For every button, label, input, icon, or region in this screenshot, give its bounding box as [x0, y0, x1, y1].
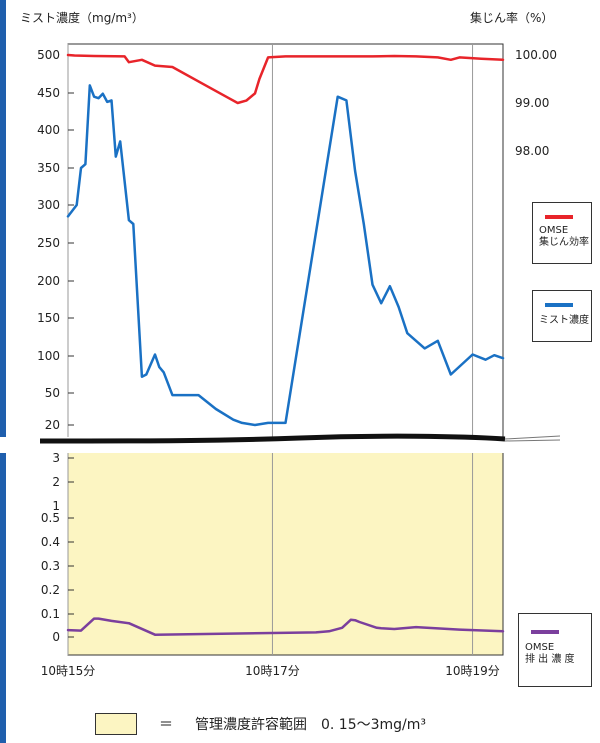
band-swatch [95, 713, 137, 735]
series-mist-line [66, 84, 505, 427]
upper-tick-label: 200 [37, 274, 60, 288]
lower-tick-label: 0.2 [41, 583, 60, 597]
upper-tick-label: 20 [45, 418, 60, 432]
x-tick-label: 10時19分 [445, 664, 500, 678]
lower-tick-label: 0.3 [41, 559, 60, 573]
lower-tick-label: 0.5 [41, 511, 60, 525]
upper-tick-label: 300 [37, 198, 60, 212]
band-area [68, 452, 503, 655]
upper-tick-label: 350 [37, 161, 60, 175]
right-tick-label: 98.00 [515, 144, 549, 158]
axis-break-band-thick [39, 433, 506, 444]
bottom-legend-text: 管理濃度許容範囲 0. 15〜3mg/m³ [195, 717, 427, 733]
bottom-legend-eq: ＝ [159, 717, 173, 733]
series-efficiency-line [66, 53, 505, 105]
legend-emission-label: OMSE 排 出 濃 度 [525, 642, 575, 665]
upper-tick-label: 50 [45, 386, 60, 400]
lower-tick-label: 1 [52, 499, 60, 513]
legend-emission-line [531, 630, 559, 634]
legend-mist: ミスト濃度 [532, 290, 592, 342]
upper-tick-label: 450 [37, 86, 60, 100]
y-axis-title-right: 集じん率（%） [470, 10, 553, 25]
right-tick-label: 99.00 [515, 96, 549, 110]
lower-tick-label: 0 [52, 630, 60, 644]
x-tick-label: 10時17分 [245, 664, 300, 678]
upper-tick-label: 250 [37, 236, 60, 250]
upper-tick-label: 150 [37, 311, 60, 325]
lower-tick-label: 0.1 [41, 607, 60, 621]
bottom-legend: ＝ 管理濃度許容範囲 0. 15〜3mg/m³ [95, 713, 426, 735]
upper-tick-label: 500 [37, 48, 60, 62]
lower-tick-label: 2 [52, 475, 60, 489]
legend-efficiency: OMSE 集じん効率 [532, 202, 592, 264]
lower-tick-label: 3 [52, 451, 60, 465]
axis-break-band-tail [504, 435, 561, 442]
legend-efficiency-label: OMSE 集じん効率 [539, 225, 589, 248]
upper-tick-label: 400 [37, 123, 60, 137]
legend-efficiency-line [545, 215, 573, 219]
legend-mist-line [545, 303, 573, 307]
upper-tick-label: 100 [37, 349, 60, 363]
legend-emission: OMSE 排 出 濃 度 [518, 613, 592, 687]
lower-tick-label: 0.4 [41, 535, 60, 549]
left-border-bar [0, 0, 6, 743]
right-tick-label: 100.00 [515, 48, 557, 62]
x-tick-label: 10時15分 [41, 664, 96, 678]
y-axis-title-left: ミスト濃度（mg/m³） [20, 10, 144, 25]
series-emission-line [66, 617, 505, 636]
legend-mist-label: ミスト濃度 [539, 315, 589, 326]
